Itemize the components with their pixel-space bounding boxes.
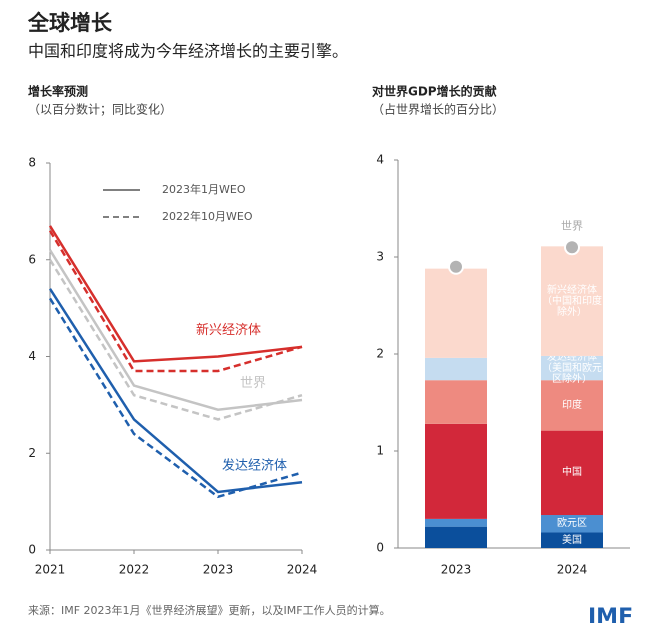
y-tick-label: 6 (28, 252, 36, 266)
chart-title: 增长率预测 (28, 84, 88, 99)
bar-segment (541, 355, 603, 381)
y-tick-label: 8 (28, 156, 36, 170)
x-tick-label: 2024 (557, 563, 588, 577)
series-label: 发达经济体 (222, 457, 287, 473)
segment-label: 新兴经济体（中国和印度除外） (542, 284, 602, 318)
chart-title: 对世界GDP增长的贡献 (372, 84, 497, 99)
bar-segment (425, 380, 487, 424)
segment-label-box: 欧元区 (557, 518, 587, 530)
series-line (48, 225, 303, 363)
y-tick-label: 3 (376, 250, 384, 264)
x-tick-label: 2021 (35, 563, 66, 577)
series-line (48, 249, 303, 411)
series-line (48, 297, 303, 499)
segment-label-box: 新兴经济体（中国和印度除外） (542, 284, 602, 318)
y-tick-label: 2 (28, 446, 36, 460)
x-tick-label: 2022 (119, 563, 150, 577)
bar-segment (425, 518, 487, 527)
series-label: 世界 (240, 376, 266, 391)
bar-segment (541, 246, 603, 356)
series-line (48, 259, 303, 421)
y-tick-label: 0 (376, 541, 384, 555)
series-line (48, 288, 303, 494)
legend-label: 2023年1月WEO (162, 182, 246, 196)
segment-label-box: 印度 (562, 399, 582, 411)
segment-label: 中国 (562, 467, 582, 479)
segment-label: 美国 (562, 534, 582, 546)
source-note: 来源：IMF 2023年1月《世界经济展望》更新，以及IMF工作人员的计算。 (28, 603, 391, 617)
segment-label: 欧元区 (557, 518, 587, 530)
world-marker (448, 258, 464, 275)
world-marker (564, 239, 580, 256)
segment-label-box: 美国 (562, 534, 582, 546)
chart-subtitle: （占世界增长的百分比） (372, 102, 504, 117)
x-tick-label: 2024 (287, 563, 318, 577)
segment-label: 印度 (562, 399, 582, 411)
y-tick-label: 1 (376, 444, 384, 458)
bar-segment (541, 515, 603, 533)
page-title: 全球增长 (27, 11, 113, 35)
series-line (48, 230, 303, 373)
legend-label: 2022年10月WEO (162, 209, 253, 223)
world-label: 世界 (561, 219, 583, 232)
page-subtitle: 中国和印度将成为今年经济增长的主要引擎。 (28, 42, 348, 61)
bar-segment (425, 357, 487, 381)
x-tick-label: 2023 (441, 563, 472, 577)
bar-segment (425, 268, 487, 358)
y-tick-label: 4 (28, 349, 36, 363)
segment-label-box: 发达经济体（美国和欧元区除外） (542, 351, 602, 385)
segment-label-box: 中国 (562, 467, 582, 479)
segment-label: 发达经济体（美国和欧元区除外） (542, 351, 602, 385)
y-tick-label: 0 (28, 543, 36, 557)
x-tick-label: 2023 (203, 563, 234, 577)
bar-segment (425, 526, 487, 548)
y-tick-label: 4 (376, 153, 384, 167)
y-tick-label: 2 (376, 347, 384, 361)
series-label: 新兴经济体 (196, 322, 261, 338)
bar-segment (541, 532, 603, 548)
bar-segment (425, 423, 487, 519)
bar-segment (541, 430, 603, 516)
chart-subtitle: （以百分数计；同比变化） (28, 102, 172, 117)
bar-segment (541, 380, 603, 431)
logo: IMF (588, 605, 633, 623)
